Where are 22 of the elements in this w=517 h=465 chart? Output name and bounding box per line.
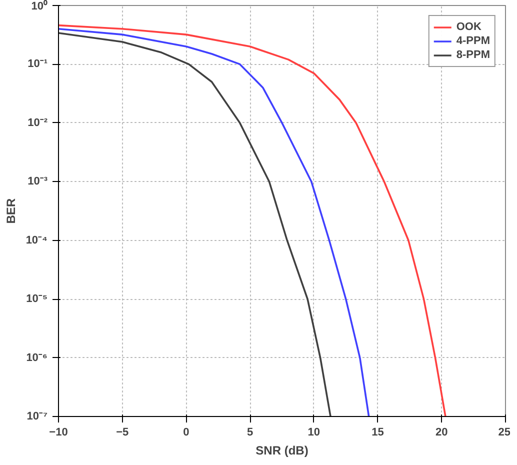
line-series: [58, 24, 446, 416]
y-tick-label: 10⁻⁷: [26, 410, 48, 422]
y-tick-label: 10⁰: [31, 0, 48, 12]
x-axis-title: SNR (dB): [256, 444, 308, 458]
x-tick-label: 20: [436, 426, 448, 438]
y-axis-title: BER: [4, 198, 18, 224]
y-tick-label: 10⁻⁵: [26, 293, 48, 306]
x-tick-label: 15: [372, 426, 384, 438]
legend-label: OOK: [456, 20, 482, 34]
legend-label: 8-PPM: [456, 48, 490, 62]
y-tick-label: 10⁻³: [28, 176, 48, 188]
x-tick-label: 10: [308, 426, 320, 438]
y-tick-label: 10⁻⁴: [26, 234, 48, 246]
x-tick-label: 5: [247, 426, 254, 438]
x-tick-label: −10: [49, 426, 68, 438]
y-tick-label: 10⁻⁶: [26, 352, 48, 364]
y-tick-label: 10⁻¹: [28, 58, 48, 70]
x-tick-label: 25: [498, 426, 511, 438]
y-tick-label: 10⁻²: [28, 116, 48, 129]
x-tick-label: 0: [183, 426, 190, 438]
x-tick-label: −5: [116, 426, 129, 438]
legend-label: 4-PPM: [456, 34, 490, 48]
